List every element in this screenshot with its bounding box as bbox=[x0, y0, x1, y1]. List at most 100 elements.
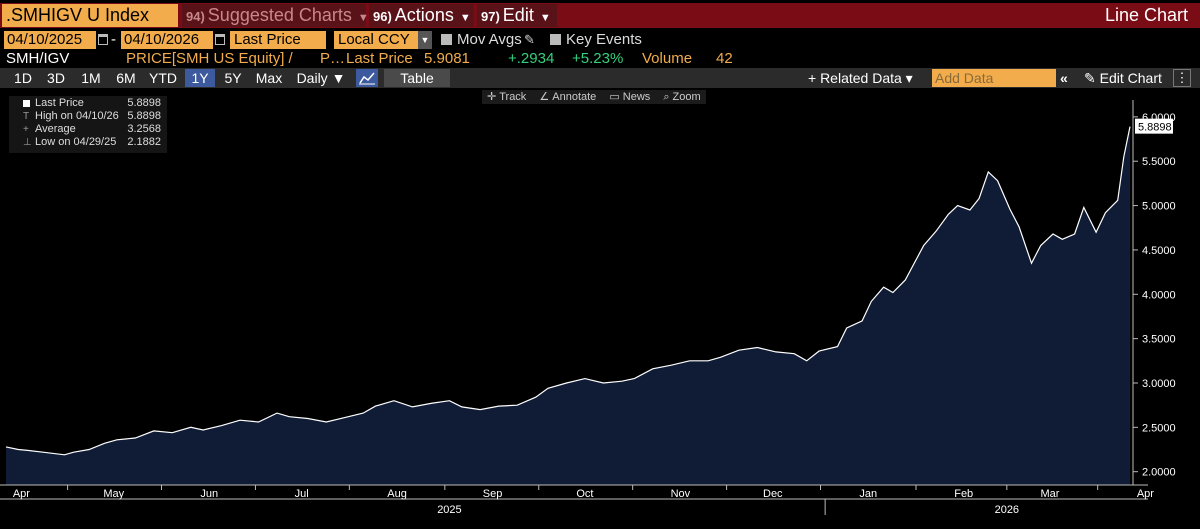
period-1d[interactable]: 1D bbox=[14, 70, 32, 86]
security-expression-more: P… bbox=[320, 50, 346, 67]
key-events-label: Key Events bbox=[566, 31, 642, 48]
x-tick-label: Aug bbox=[387, 488, 407, 500]
average-marker-icon: + bbox=[23, 124, 29, 135]
calendar-icon[interactable] bbox=[98, 34, 108, 45]
x-tick-label: Apr bbox=[1137, 488, 1154, 500]
security-expression: PRICE[SMH US Equity] / bbox=[126, 50, 293, 67]
zoom-label: Zoom bbox=[672, 91, 701, 103]
chart-panel: 2.0000 2.5000 3.0000 3.5000 4.0000 4.5000 5.00… bbox=[0, 88, 1200, 529]
crosshair-icon: ✛ bbox=[487, 91, 497, 103]
suggested-charts-label: Suggested Charts bbox=[207, 5, 352, 25]
chart-kind-label: Line Chart bbox=[1104, 5, 1188, 25]
last-value-label: 5.8898 bbox=[1138, 122, 1172, 134]
edit-chart-button[interactable]: ✎ Edit Chart bbox=[1084, 70, 1162, 86]
low-marker-icon: ⊥ bbox=[23, 137, 32, 148]
legend-last-price-value: 5.8898 bbox=[127, 97, 161, 109]
price-change-pct: +5.23% bbox=[572, 50, 624, 67]
high-marker-icon: T bbox=[23, 111, 30, 122]
caret-down-icon: ▼ bbox=[539, 12, 551, 24]
end-date-input[interactable]: 04/10/2026 bbox=[121, 31, 213, 49]
legend-average-label: Average bbox=[35, 123, 76, 135]
currency-select[interactable]: Local CCY bbox=[334, 31, 418, 49]
annotate-icon: ∠ bbox=[539, 91, 550, 103]
y-tick-label: 5.0000 bbox=[1142, 201, 1176, 213]
chart-toolbar: 1D 3D 1M 6M YTD 1Y 5Y Max Daily ▼ Table … bbox=[0, 68, 1200, 88]
year-label: 2025 bbox=[437, 504, 461, 516]
security-name: SMH/IGV bbox=[6, 50, 70, 67]
x-tick-label: Jul bbox=[295, 488, 309, 500]
key-events-checkbox[interactable] bbox=[550, 34, 561, 45]
y-tick-label: 5.5000 bbox=[1142, 156, 1176, 168]
y-tick-label: 3.0000 bbox=[1142, 378, 1176, 390]
chart-legend: Last Price 5.8898 T High on 04/10/26 5.8… bbox=[9, 96, 167, 153]
pencil-icon[interactable]: ✎ bbox=[524, 32, 535, 47]
zoom-icon: ⌕ bbox=[663, 91, 670, 103]
period-1m[interactable]: 1M bbox=[81, 70, 101, 86]
legend-last-price: Last Price 5.8898 bbox=[9, 97, 167, 110]
x-tick-label: Nov bbox=[671, 488, 691, 500]
period-3d[interactable]: 3D bbox=[47, 70, 65, 86]
legend-high: T High on 04/10/26 5.8898 bbox=[9, 110, 167, 123]
legend-high-value: 5.8898 bbox=[127, 110, 161, 122]
suggested-charts-button[interactable]: 94) Suggested Charts ▼ bbox=[182, 4, 369, 27]
annotate-label: Annotate bbox=[552, 91, 597, 103]
news-icon: ▭ bbox=[609, 91, 620, 103]
legend-low: ⊥ Low on 04/29/25 2.1882 bbox=[9, 136, 167, 149]
title-bar: .SMHIGV U Index 94) Suggested Charts ▼ 96)… bbox=[0, 3, 1200, 28]
price-line bbox=[5, 126, 1131, 456]
period-ytd[interactable]: YTD bbox=[149, 70, 177, 86]
volume-value: 42 bbox=[716, 50, 733, 67]
x-tick-label: Jan bbox=[859, 488, 877, 500]
caret-down-icon: ▼ bbox=[459, 12, 471, 24]
caret-down-icon: ▼ bbox=[357, 12, 369, 24]
track-tool[interactable]: ✛ Track bbox=[487, 91, 526, 103]
legend-average: + Average 3.2568 bbox=[9, 123, 167, 136]
last-price-value: 5.9081 bbox=[424, 50, 470, 67]
year-label: 2026 bbox=[995, 504, 1019, 516]
last-price-label: Last Price bbox=[346, 50, 413, 67]
period-max[interactable]: Max bbox=[255, 70, 283, 86]
legend-low-value: 2.1882 bbox=[127, 136, 161, 148]
edit-label: Edit bbox=[502, 5, 534, 25]
actions-button[interactable]: 96) Actions ▼ bbox=[369, 4, 474, 27]
edit-button[interactable]: 97) Edit ▼ bbox=[477, 4, 557, 27]
date-separator: - bbox=[111, 31, 116, 48]
volume-label: Volume bbox=[642, 50, 693, 67]
price-chart[interactable]: 2.0000 2.5000 3.0000 3.5000 4.0000 4.5000 5.00… bbox=[0, 88, 1200, 529]
mov-avgs-checkbox[interactable] bbox=[441, 34, 452, 45]
price-area-fill bbox=[6, 126, 1130, 485]
related-data-button[interactable]: + Related Data ▾ bbox=[808, 70, 913, 86]
y-tick-label: 3.5000 bbox=[1142, 334, 1176, 346]
security-row: SMH/IGV PRICE[SMH US Equity] / P… Last P… bbox=[0, 49, 1200, 68]
field-select[interactable]: Last Price bbox=[230, 31, 326, 49]
line-chart-icon[interactable] bbox=[356, 69, 378, 87]
actions-number: 96) bbox=[373, 9, 392, 24]
series-swatch bbox=[23, 100, 30, 107]
start-date-input[interactable]: 04/10/2025 bbox=[4, 31, 96, 49]
suggested-charts-number: 94) bbox=[186, 9, 205, 24]
news-tool[interactable]: ▭ News bbox=[609, 91, 650, 103]
price-change: +.2934 bbox=[508, 50, 555, 67]
legend-last-price-label: Last Price bbox=[35, 97, 84, 109]
annotate-tool[interactable]: ∠ Annotate bbox=[539, 91, 596, 103]
x-tick-label: Apr bbox=[13, 488, 30, 500]
x-tick-label: May bbox=[103, 488, 124, 500]
legend-high-label: High on 04/10/26 bbox=[35, 110, 119, 122]
currency-dropdown-icon[interactable]: ▼ bbox=[418, 31, 432, 49]
zoom-tool[interactable]: ⌕ Zoom bbox=[663, 91, 700, 103]
more-options-icon[interactable]: ⋮ bbox=[1173, 69, 1191, 87]
add-data-input[interactable]: Add Data bbox=[932, 69, 1056, 87]
period-6m[interactable]: 6M bbox=[116, 70, 136, 86]
collapse-icon[interactable]: « bbox=[1060, 70, 1068, 86]
calendar-icon[interactable] bbox=[215, 34, 225, 45]
period-1y[interactable]: 1Y bbox=[185, 69, 215, 87]
ticker-field[interactable]: .SMHIGV U Index bbox=[2, 4, 178, 27]
x-tick-label: Feb bbox=[954, 488, 973, 500]
edit-number: 97) bbox=[481, 9, 500, 24]
period-5y[interactable]: 5Y bbox=[224, 70, 242, 86]
controls-row: 04/10/2025 - 04/10/2026 Last Price Local… bbox=[0, 31, 1200, 49]
legend-average-value: 3.2568 bbox=[127, 123, 161, 135]
actions-label: Actions bbox=[394, 5, 454, 25]
table-button[interactable]: Table bbox=[384, 69, 450, 87]
frequency-select[interactable]: Daily ▼ bbox=[296, 70, 346, 86]
